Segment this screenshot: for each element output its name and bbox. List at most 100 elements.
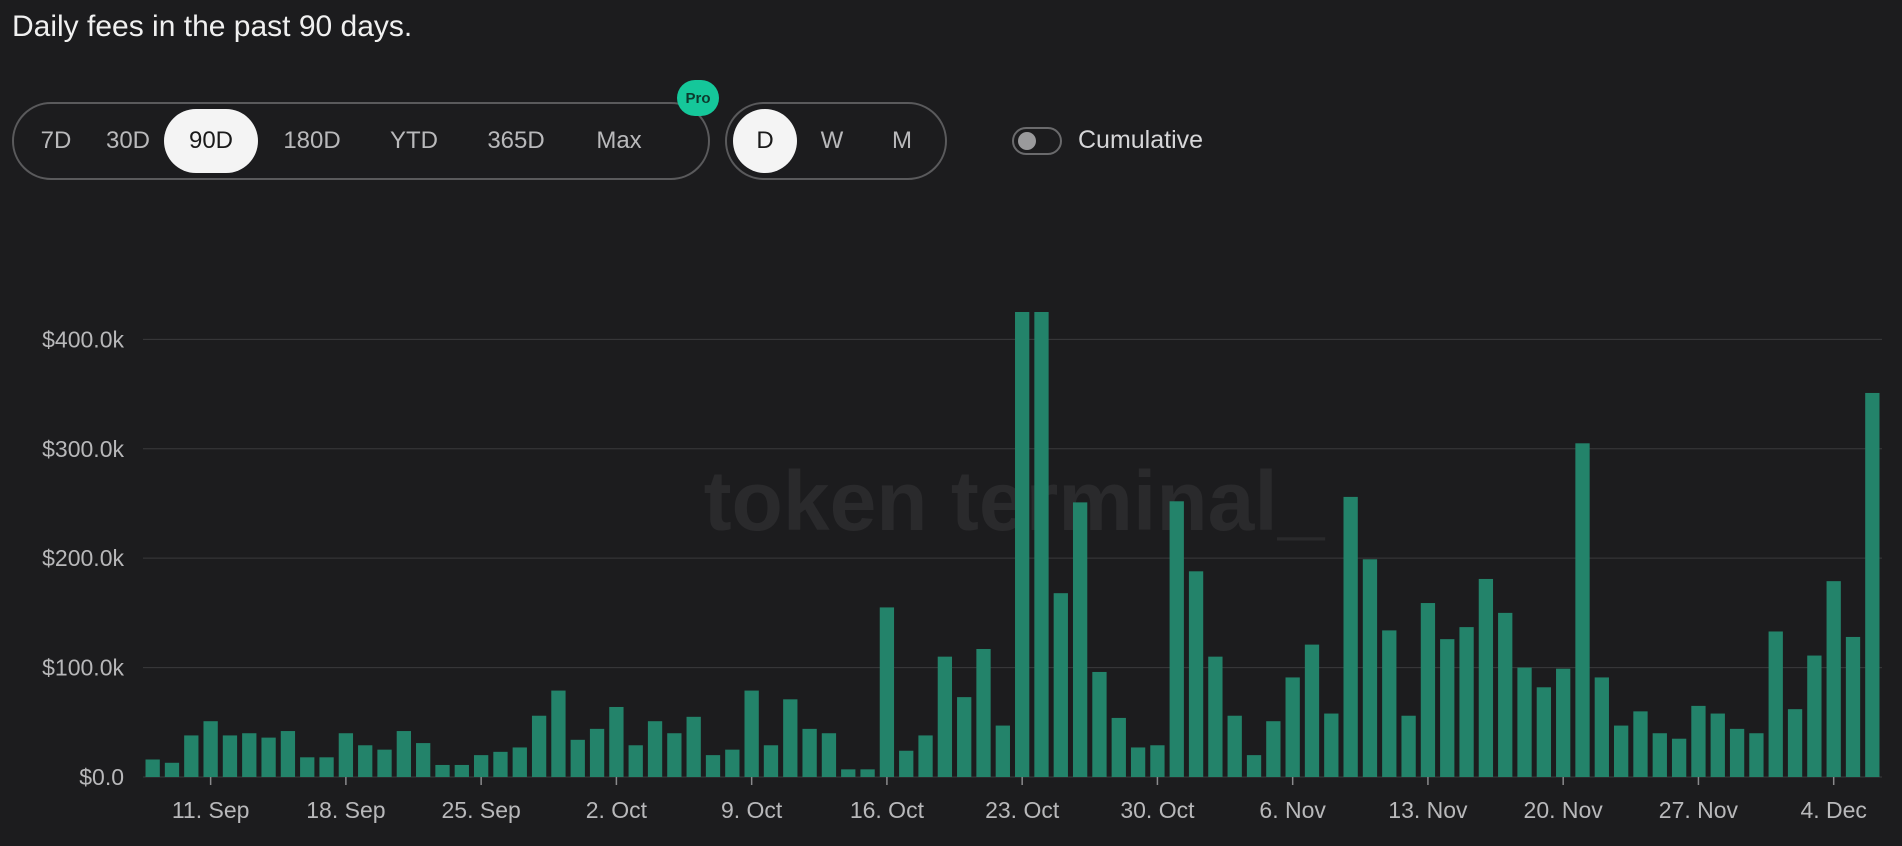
bar — [242, 733, 257, 777]
cumulative-toggle[interactable] — [1012, 127, 1062, 155]
page-title: Daily fees in the past 90 days. — [12, 10, 413, 43]
bar — [1285, 677, 1300, 777]
granularity-option-week[interactable]: W — [820, 127, 844, 154]
y-tick-label: $100.0k — [42, 655, 124, 681]
bar — [416, 743, 431, 777]
bar — [1594, 677, 1609, 777]
x-tick-label: 18. Sep — [306, 797, 385, 823]
bar — [145, 759, 160, 777]
bar — [396, 731, 411, 777]
time-range-selector: 7D 30D 90D 180D YTD 365D Max — [12, 102, 710, 180]
bar — [319, 757, 334, 777]
x-tick-label: 16. Oct — [850, 797, 925, 823]
bar — [1130, 747, 1146, 777]
x-tick-label: 9. Oct — [721, 797, 783, 823]
bar — [512, 747, 527, 777]
range-option-90d[interactable]: 90D — [164, 109, 258, 173]
x-tick-label: 30. Oct — [1120, 797, 1195, 823]
bar — [1478, 578, 1494, 777]
bar — [1536, 687, 1552, 777]
bar — [300, 757, 315, 777]
toggle-knob — [1018, 132, 1036, 150]
range-option-7d[interactable]: 7D — [40, 127, 72, 154]
bar — [783, 699, 798, 777]
bar — [937, 656, 953, 777]
bar — [1710, 713, 1725, 777]
bar — [164, 762, 180, 777]
pro-badge: Pro — [677, 80, 719, 116]
bar — [1015, 312, 1030, 777]
range-option-365d[interactable]: 365D — [487, 127, 545, 154]
bar — [1691, 705, 1706, 777]
bar — [280, 731, 296, 777]
granularity-selector: D W M — [725, 102, 947, 180]
bar — [1845, 636, 1861, 777]
bar — [744, 690, 759, 777]
bar — [435, 764, 450, 777]
bar — [995, 725, 1010, 777]
bar — [1517, 667, 1532, 777]
bar — [1111, 717, 1126, 777]
bar — [860, 769, 875, 777]
bar — [841, 769, 856, 777]
range-option-180d[interactable]: 180D — [283, 127, 341, 154]
y-tick-label: $400.0k — [42, 326, 124, 352]
x-tick-label: 11. Sep — [172, 797, 250, 823]
bar — [1440, 639, 1455, 777]
bar — [1459, 627, 1474, 777]
x-tick-label: 25. Sep — [441, 797, 520, 823]
bar — [1633, 711, 1648, 777]
watermark: token terminal_ — [704, 454, 1326, 548]
x-tick-label: 13. Nov — [1388, 797, 1468, 823]
bar — [1150, 745, 1165, 777]
bar — [1246, 755, 1262, 777]
bar — [338, 733, 354, 777]
x-tick-label: 23. Oct — [985, 797, 1060, 823]
bar — [725, 749, 740, 777]
bar — [261, 737, 276, 777]
bar — [821, 733, 837, 777]
bar — [1362, 559, 1378, 777]
bar — [589, 728, 605, 777]
bar — [358, 745, 373, 777]
bar — [976, 648, 991, 777]
bar — [647, 721, 663, 777]
bar — [377, 749, 392, 777]
bar — [1768, 631, 1783, 777]
bar — [222, 735, 238, 777]
bar — [802, 728, 817, 777]
bar — [918, 735, 933, 777]
x-tick-label: 20. Nov — [1524, 797, 1604, 823]
bar — [1188, 571, 1204, 777]
bar — [1498, 612, 1513, 777]
range-option-30d[interactable]: 30D — [105, 127, 151, 154]
bar — [570, 739, 585, 777]
bar — [628, 745, 643, 777]
bar — [1324, 713, 1339, 777]
bar — [1304, 644, 1320, 777]
bar — [1671, 738, 1687, 777]
bar — [1227, 715, 1242, 777]
bar — [686, 716, 701, 777]
bar — [1208, 656, 1223, 777]
granularity-option-day[interactable]: D — [733, 109, 797, 173]
bar — [1787, 709, 1803, 777]
bar — [763, 745, 779, 777]
bar — [1865, 392, 1880, 777]
bar — [957, 697, 972, 777]
bar — [609, 706, 624, 777]
granularity-option-month[interactable]: M — [892, 127, 912, 154]
bar — [1053, 593, 1068, 777]
y-tick-label: $0.0 — [79, 764, 124, 790]
range-option-max[interactable]: Max — [596, 127, 642, 154]
x-tick-label: 2. Oct — [586, 797, 648, 823]
bar — [1169, 501, 1184, 777]
x-tick-label: 4. Dec — [1800, 797, 1866, 823]
bar — [473, 755, 489, 777]
bar — [1575, 443, 1590, 777]
bar — [1749, 733, 1764, 777]
bar — [667, 733, 682, 777]
range-option-ytd[interactable]: YTD — [390, 127, 438, 154]
bar — [493, 751, 508, 777]
